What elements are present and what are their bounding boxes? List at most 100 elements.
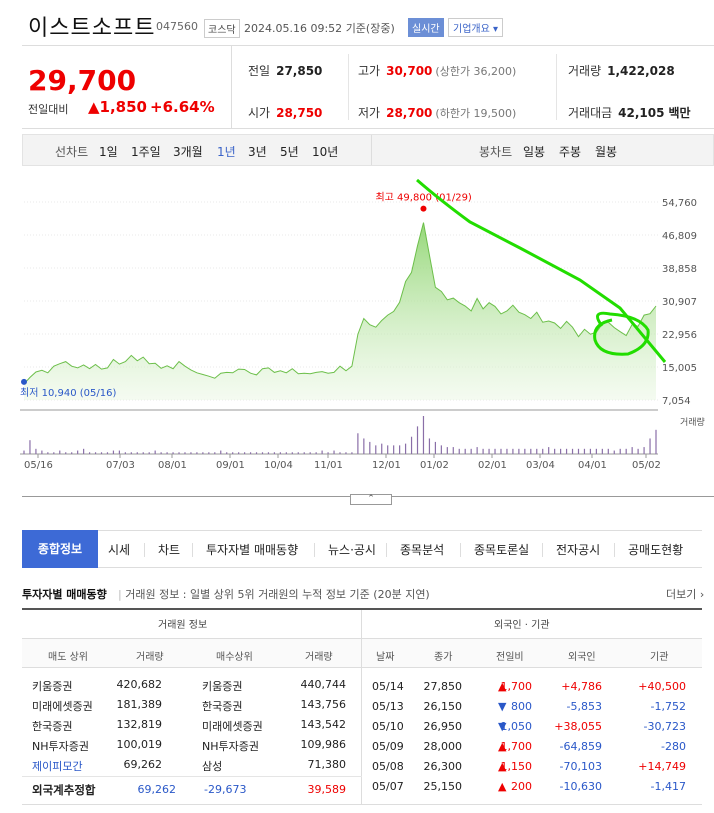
table-cell: 미래에셋증권 bbox=[32, 700, 93, 713]
table-cell[interactable]: 제이피모간 bbox=[32, 760, 83, 773]
x-tick-label: 07/03 bbox=[106, 460, 135, 471]
volume-bar bbox=[428, 438, 431, 454]
volume-bar bbox=[571, 448, 574, 454]
tab-5y[interactable]: 5년 bbox=[280, 145, 299, 159]
volume-bar bbox=[29, 440, 31, 454]
table-cell: 200 bbox=[511, 780, 532, 793]
table-cell: 05/07 bbox=[372, 780, 404, 793]
x-tick-label: 11/01 bbox=[314, 460, 343, 471]
volume-bar bbox=[88, 452, 91, 454]
col-buy-volume: 거래량 bbox=[305, 652, 333, 663]
price-chart: 54,760 46,809 38,858 30,907 22,956 15,005 7,05… bbox=[20, 178, 705, 471]
market-badge: 코스닥 bbox=[204, 19, 240, 38]
realtime-button[interactable]: 실시간 bbox=[408, 18, 444, 37]
tab-3y[interactable]: 3년 bbox=[248, 145, 267, 159]
table-cell: 420,682 bbox=[116, 678, 163, 691]
table-cell: 1,150 bbox=[500, 760, 533, 773]
table-cell: 25,150 bbox=[423, 780, 463, 793]
table-cell: ▲ bbox=[498, 740, 507, 753]
tab-short-selling[interactable]: 공매도현황 bbox=[628, 543, 684, 557]
volume-bar bbox=[464, 448, 466, 454]
volume-bar bbox=[404, 443, 407, 454]
volume-bar bbox=[649, 438, 651, 454]
volume-bar bbox=[643, 447, 645, 454]
x-tick-label: 04/01 bbox=[578, 460, 607, 471]
tab-daily[interactable]: 일봉 bbox=[523, 145, 546, 159]
change-label: 전일대비 bbox=[28, 103, 69, 116]
tab-10y[interactable]: 10년 bbox=[312, 145, 339, 159]
volume-bar bbox=[458, 448, 460, 454]
tab-overview[interactable]: 종합정보 bbox=[22, 530, 98, 568]
collapse-chart-button[interactable]: ⌃ bbox=[350, 494, 392, 505]
volume-bar bbox=[309, 452, 311, 454]
tab-3m[interactable]: 3개월 bbox=[173, 145, 203, 159]
x-tick-label: 10/04 bbox=[264, 460, 293, 471]
table-cell: -280 bbox=[661, 740, 686, 753]
volume-bar bbox=[387, 445, 389, 454]
tab-chart[interactable]: 차트 bbox=[158, 543, 181, 557]
volume-bar bbox=[518, 448, 520, 454]
tab-quote[interactable]: 시세 bbox=[108, 543, 131, 557]
tab-discussion[interactable]: 종목토론실 bbox=[474, 543, 530, 557]
tab-disclosure[interactable]: 전자공시 bbox=[556, 543, 601, 557]
table-cell: 26,300 bbox=[423, 760, 463, 773]
volume-bar bbox=[214, 452, 216, 454]
tab-1d[interactable]: 1일 bbox=[99, 145, 118, 159]
x-tick-label: 08/01 bbox=[158, 460, 187, 471]
tab-weekly[interactable]: 주봉 bbox=[559, 145, 582, 159]
volume-bar bbox=[554, 448, 556, 454]
table-cell: 27,850 bbox=[423, 680, 463, 693]
y-tick-label: 15,005 bbox=[662, 363, 697, 374]
volume-bar bbox=[500, 448, 502, 454]
y-tick-label: 54,760 bbox=[662, 198, 697, 209]
tab-investor[interactable]: 투자자별 매매동향 bbox=[206, 543, 299, 557]
volume-bar bbox=[23, 450, 25, 454]
volume-bar bbox=[35, 448, 37, 454]
volume-bars bbox=[23, 416, 657, 454]
price-box: 29,700 전일대비 ▲1,850 +6.64% bbox=[22, 46, 232, 128]
table-cell: 05/08 bbox=[372, 760, 404, 773]
stat-open: 시가 28,750 bbox=[248, 106, 323, 120]
volume-bar bbox=[172, 452, 174, 454]
volume-bar bbox=[232, 452, 234, 454]
table-cell: 800 bbox=[511, 700, 532, 713]
tab-monthly[interactable]: 월봉 bbox=[595, 145, 618, 159]
volume-bar bbox=[625, 448, 627, 454]
foreign-group-header: 외국인 · 기관 bbox=[494, 620, 550, 631]
line-chart-label: 선차트 bbox=[55, 145, 89, 159]
x-tick-label: 09/01 bbox=[216, 460, 245, 471]
volume-bar bbox=[488, 448, 490, 454]
volume-bar bbox=[273, 452, 276, 454]
tab-1w[interactable]: 1주일 bbox=[131, 145, 161, 159]
volume-bar bbox=[77, 450, 79, 454]
price-line bbox=[23, 222, 657, 385]
low-annotation: 최저 10,940 (05/16) bbox=[20, 387, 116, 399]
volume-bar bbox=[160, 452, 162, 454]
table-cell: 05/14 bbox=[372, 680, 404, 693]
tab-1y[interactable]: 1년 bbox=[217, 145, 236, 159]
table-cell: +38,055 bbox=[554, 720, 602, 733]
candle-chart-label: 봉차트 bbox=[479, 145, 513, 159]
more-link[interactable]: 더보기 › bbox=[666, 588, 705, 601]
volume-bar bbox=[565, 448, 568, 454]
company-overview-button[interactable]: 기업개요 ▾ bbox=[448, 18, 504, 37]
volume-bar bbox=[106, 452, 109, 454]
volume-bar bbox=[261, 452, 264, 454]
table-cell: 143,542 bbox=[300, 718, 347, 731]
table-cell: 28,000 bbox=[423, 740, 463, 753]
table-cell: -10,630 bbox=[559, 780, 602, 793]
volume-bar bbox=[619, 448, 621, 454]
volume-bar bbox=[303, 452, 305, 454]
volume-bar bbox=[267, 452, 270, 454]
tab-news[interactable]: 뉴스·공시 bbox=[328, 543, 376, 557]
tab-analysis[interactable]: 종목분석 bbox=[400, 543, 445, 557]
x-tick-label: 02/01 bbox=[478, 460, 507, 471]
table-cell: 1,050 bbox=[500, 720, 533, 733]
volume-bar bbox=[291, 452, 293, 454]
table-cell: 한국증권 bbox=[202, 700, 243, 713]
table-cell: NH투자증권 bbox=[32, 740, 89, 753]
volume-bar bbox=[130, 452, 132, 454]
table-cell: 한국증권 bbox=[32, 720, 73, 733]
table-cell: 26,950 bbox=[423, 720, 463, 733]
change-value: ▲1,850 bbox=[88, 98, 147, 116]
